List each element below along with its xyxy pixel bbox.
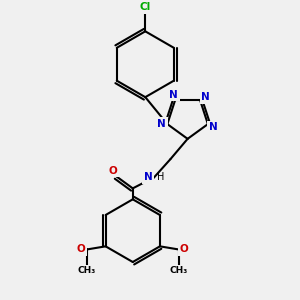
Text: CH₃: CH₃ xyxy=(78,266,96,275)
Text: N: N xyxy=(157,119,166,129)
Text: O: O xyxy=(108,166,117,176)
Text: Cl: Cl xyxy=(140,2,151,12)
Text: N: N xyxy=(209,122,218,132)
Text: N: N xyxy=(201,92,210,102)
Text: N: N xyxy=(144,172,153,182)
Text: N: N xyxy=(169,90,178,100)
Text: O: O xyxy=(77,244,85,254)
Text: CH₃: CH₃ xyxy=(169,266,188,275)
Text: O: O xyxy=(180,244,189,254)
Text: H: H xyxy=(157,172,165,182)
